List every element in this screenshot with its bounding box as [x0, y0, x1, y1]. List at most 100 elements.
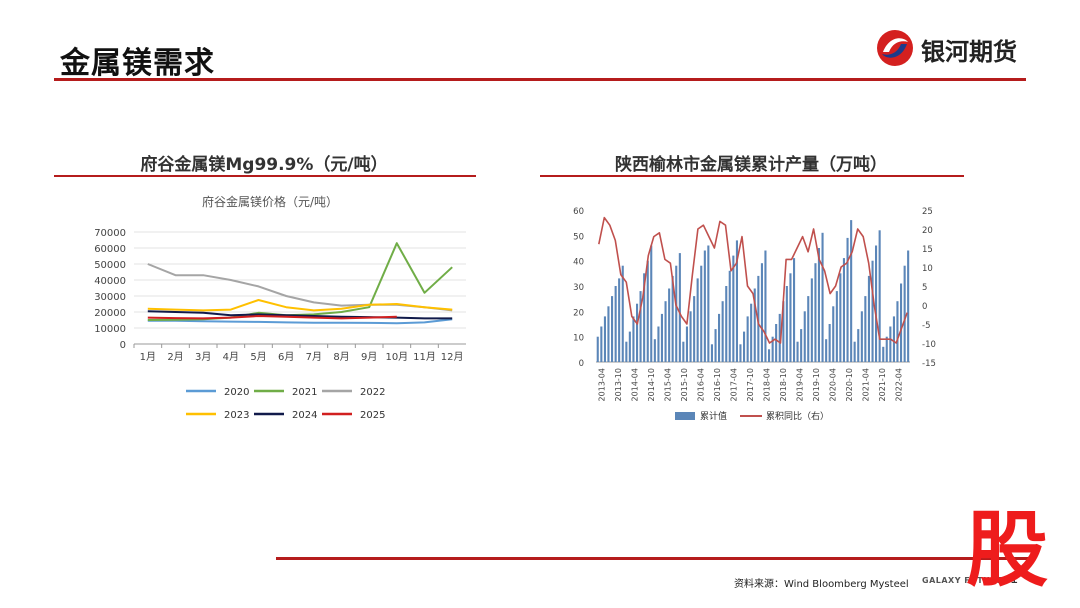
bar — [853, 341, 856, 362]
bar — [600, 326, 603, 362]
bar — [900, 283, 903, 362]
stamp-mark: 股 — [966, 503, 1049, 598]
legend-label: 2025 — [360, 410, 385, 421]
bar — [821, 232, 824, 362]
title-rule — [54, 78, 1026, 81]
x-tick-label: 7月 — [306, 351, 322, 363]
x-tick-label: 2017-10 — [746, 368, 755, 401]
bar — [889, 326, 892, 362]
bar — [885, 336, 888, 362]
x-tick-label: 6月 — [278, 351, 294, 363]
galaxy-logo-icon — [877, 30, 913, 66]
chart-left-rule — [54, 175, 476, 177]
logo-text: 银河期货 — [921, 38, 1017, 66]
y-tick-label: 60 — [573, 207, 584, 217]
bar — [611, 296, 614, 362]
bar — [685, 326, 688, 362]
x-tick-label: 2021-10 — [878, 368, 887, 401]
y-tick-label: 50000 — [94, 260, 126, 271]
bar — [760, 263, 763, 362]
bar — [878, 230, 881, 362]
bar — [875, 245, 878, 362]
bar — [850, 220, 853, 362]
bar — [607, 306, 610, 362]
bar — [653, 339, 656, 362]
bar — [846, 237, 849, 362]
bar — [832, 306, 835, 362]
bar — [596, 336, 599, 362]
bar — [739, 344, 742, 362]
x-tick-label: 2016-10 — [713, 368, 722, 401]
galaxy-futures-text: GALAXY FUTURES — [922, 576, 1010, 585]
x-tick-label: 11月 — [413, 351, 436, 363]
bar — [671, 275, 674, 362]
x-tick-label: 8月 — [333, 351, 349, 363]
bar — [828, 324, 831, 362]
bar — [814, 263, 817, 362]
y-tick-label: 60000 — [94, 244, 126, 255]
bar — [714, 329, 717, 362]
bar — [864, 296, 867, 362]
bar — [800, 329, 803, 362]
bar — [775, 324, 778, 362]
y2-tick-label: 0 — [922, 302, 927, 312]
y2-tick-label: -15 — [922, 359, 936, 369]
bar — [625, 341, 628, 362]
bar — [892, 316, 895, 362]
bar — [710, 344, 713, 362]
y2-tick-label: -5 — [922, 321, 930, 331]
bar — [628, 331, 631, 362]
y-tick-label: 30000 — [94, 292, 126, 303]
bar — [753, 288, 756, 362]
chart-left-title: 府谷金属镁Mg99.9%（元/吨） — [140, 155, 388, 175]
x-tick-label: 1月 — [140, 351, 156, 363]
chart-right-title: 陕西榆林市金属镁累计产量（万吨） — [615, 155, 887, 175]
bar — [803, 311, 806, 362]
bar — [728, 270, 731, 362]
bar — [703, 250, 706, 362]
bar — [632, 316, 635, 362]
bar — [660, 313, 663, 362]
chart-left-subtitle: 府谷金属镁价格（元/吨） — [202, 194, 338, 209]
series-line-2023 — [147, 299, 453, 312]
bar — [907, 250, 910, 362]
series-line-2024 — [147, 310, 453, 320]
x-tick-label: 12月 — [441, 351, 464, 363]
bar — [696, 278, 699, 362]
y-tick-label: 10 — [573, 334, 584, 344]
x-tick-label: 2018-10 — [779, 368, 788, 401]
bar — [785, 286, 788, 362]
bar — [857, 329, 860, 362]
bar — [782, 301, 785, 362]
legend-swatch — [675, 412, 695, 420]
series-line-yoy — [598, 216, 908, 344]
bar — [735, 240, 738, 362]
x-tick-label: 2014-10 — [647, 368, 656, 401]
x-tick-label: 2015-10 — [680, 368, 689, 401]
x-tick-label: 5月 — [250, 351, 266, 363]
x-tick-label: 2013-04 — [597, 368, 606, 401]
bar — [639, 291, 642, 362]
bar — [789, 273, 792, 362]
bar — [668, 288, 671, 362]
y-tick-label: 0 — [579, 359, 584, 369]
series-line-2020 — [147, 318, 453, 325]
x-tick-label: 2020-10 — [845, 368, 854, 401]
bar — [682, 341, 685, 362]
y-tick-label: 0 — [120, 340, 126, 351]
x-tick-label: 10月 — [385, 351, 408, 363]
bar — [603, 316, 606, 362]
bar — [810, 278, 813, 362]
y-tick-label: 40 — [573, 258, 584, 268]
bar — [707, 245, 710, 362]
bar — [675, 265, 678, 362]
y-tick-label: 50 — [573, 232, 584, 242]
bar — [796, 341, 799, 362]
bar — [825, 339, 828, 362]
bar — [882, 346, 885, 362]
bar — [657, 326, 660, 362]
x-tick-label: 2021-04 — [862, 368, 871, 401]
bar — [664, 301, 667, 362]
y2-tick-label: 5 — [922, 283, 927, 293]
bar — [768, 349, 771, 362]
